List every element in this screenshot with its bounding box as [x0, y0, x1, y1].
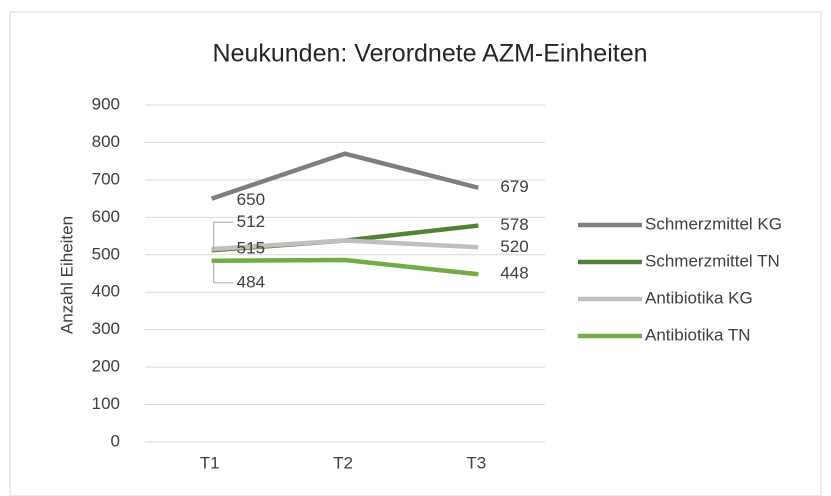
y-tick-label: 600	[92, 207, 120, 226]
y-tick-label: 700	[92, 169, 120, 188]
x-tick-label: T1	[200, 453, 220, 472]
series-line	[211, 257, 479, 277]
y-tick-label: 300	[92, 319, 120, 338]
data-label: 515	[237, 239, 265, 258]
x-tick-label: T2	[333, 453, 353, 472]
legend-label: Schmerzmittel KG	[645, 214, 782, 233]
series-line	[210, 151, 479, 201]
y-tick-label: 800	[92, 132, 120, 151]
y-axis-label: Anzahl Eiheiten	[57, 216, 76, 334]
series-line	[211, 238, 479, 252]
leader-line	[213, 221, 234, 251]
y-tick-label: 900	[92, 94, 120, 113]
chart-title: Neukunden: Verordnete AZM-Einheiten	[213, 40, 648, 68]
y-tick-label: 200	[92, 357, 120, 376]
data-label: 650	[237, 190, 265, 209]
y-tick-label: 0	[111, 431, 120, 450]
data-label: 679	[500, 177, 528, 196]
data-label: 520	[500, 237, 528, 256]
data-label: 484	[237, 272, 265, 291]
y-tick-label: 500	[92, 244, 120, 263]
legend-label: Antibiotika TN	[645, 325, 751, 344]
data-label: 448	[500, 264, 528, 283]
legend-label: Schmerzmittel TN	[645, 251, 780, 270]
y-tick-label: 100	[92, 394, 120, 413]
x-tick-label: T3	[466, 453, 486, 472]
data-label: 578	[500, 215, 528, 234]
y-tick-label: 400	[92, 282, 120, 301]
leader-line	[213, 260, 234, 284]
chart-border	[9, 11, 822, 496]
data-label: 512	[237, 212, 265, 231]
legend-label: Antibiotika KG	[645, 288, 753, 307]
